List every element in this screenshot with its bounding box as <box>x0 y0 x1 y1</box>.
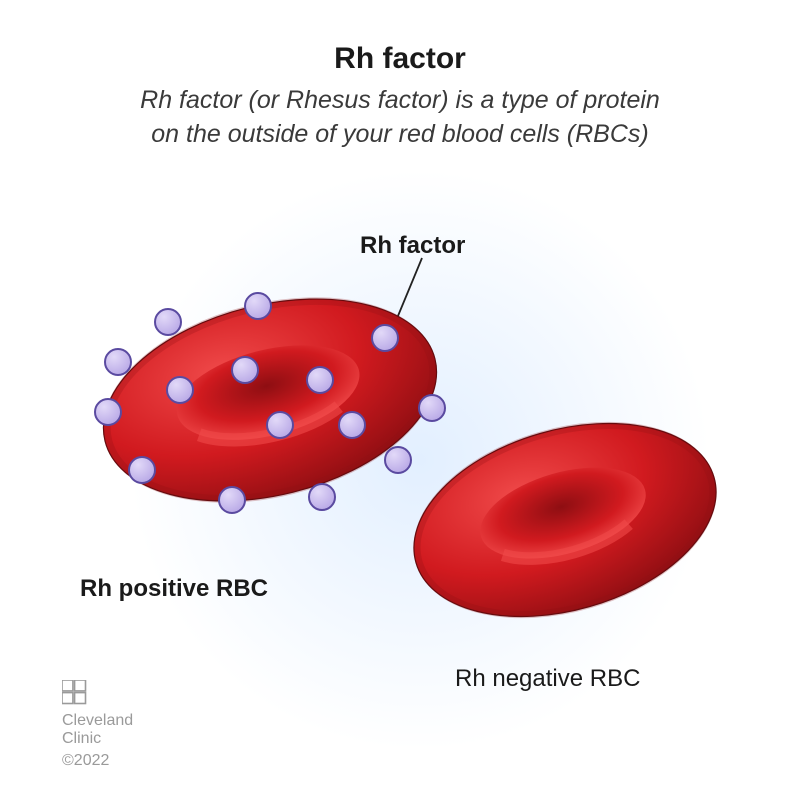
footer-org: ClevelandClinic <box>62 712 133 747</box>
rh-protein-dot <box>245 293 271 319</box>
callout-label: Rh factor <box>360 232 465 260</box>
diagram-scene <box>0 0 800 800</box>
rh-protein-dot <box>339 412 365 438</box>
rh-protein-dot <box>372 325 398 351</box>
footer-copyright: ©2022 <box>62 752 109 770</box>
rh-protein-dot <box>129 457 155 483</box>
rh-protein-dot <box>167 377 193 403</box>
rh-protein-dot <box>309 484 335 510</box>
rh-protein-dot <box>307 367 333 393</box>
rh-protein-dot <box>155 309 181 335</box>
rh-positive-label: Rh positive RBC <box>80 575 268 603</box>
rh-protein-dot <box>232 357 258 383</box>
rh-protein-dot <box>267 412 293 438</box>
rh-protein-dot <box>219 487 245 513</box>
cleveland-clinic-logo-icon <box>62 680 88 706</box>
rh-protein-dot <box>385 447 411 473</box>
rh-protein-dot <box>419 395 445 421</box>
rh-protein-dot <box>105 349 131 375</box>
rh-protein-dot <box>95 399 121 425</box>
rh-negative-label: Rh negative RBC <box>455 665 640 693</box>
